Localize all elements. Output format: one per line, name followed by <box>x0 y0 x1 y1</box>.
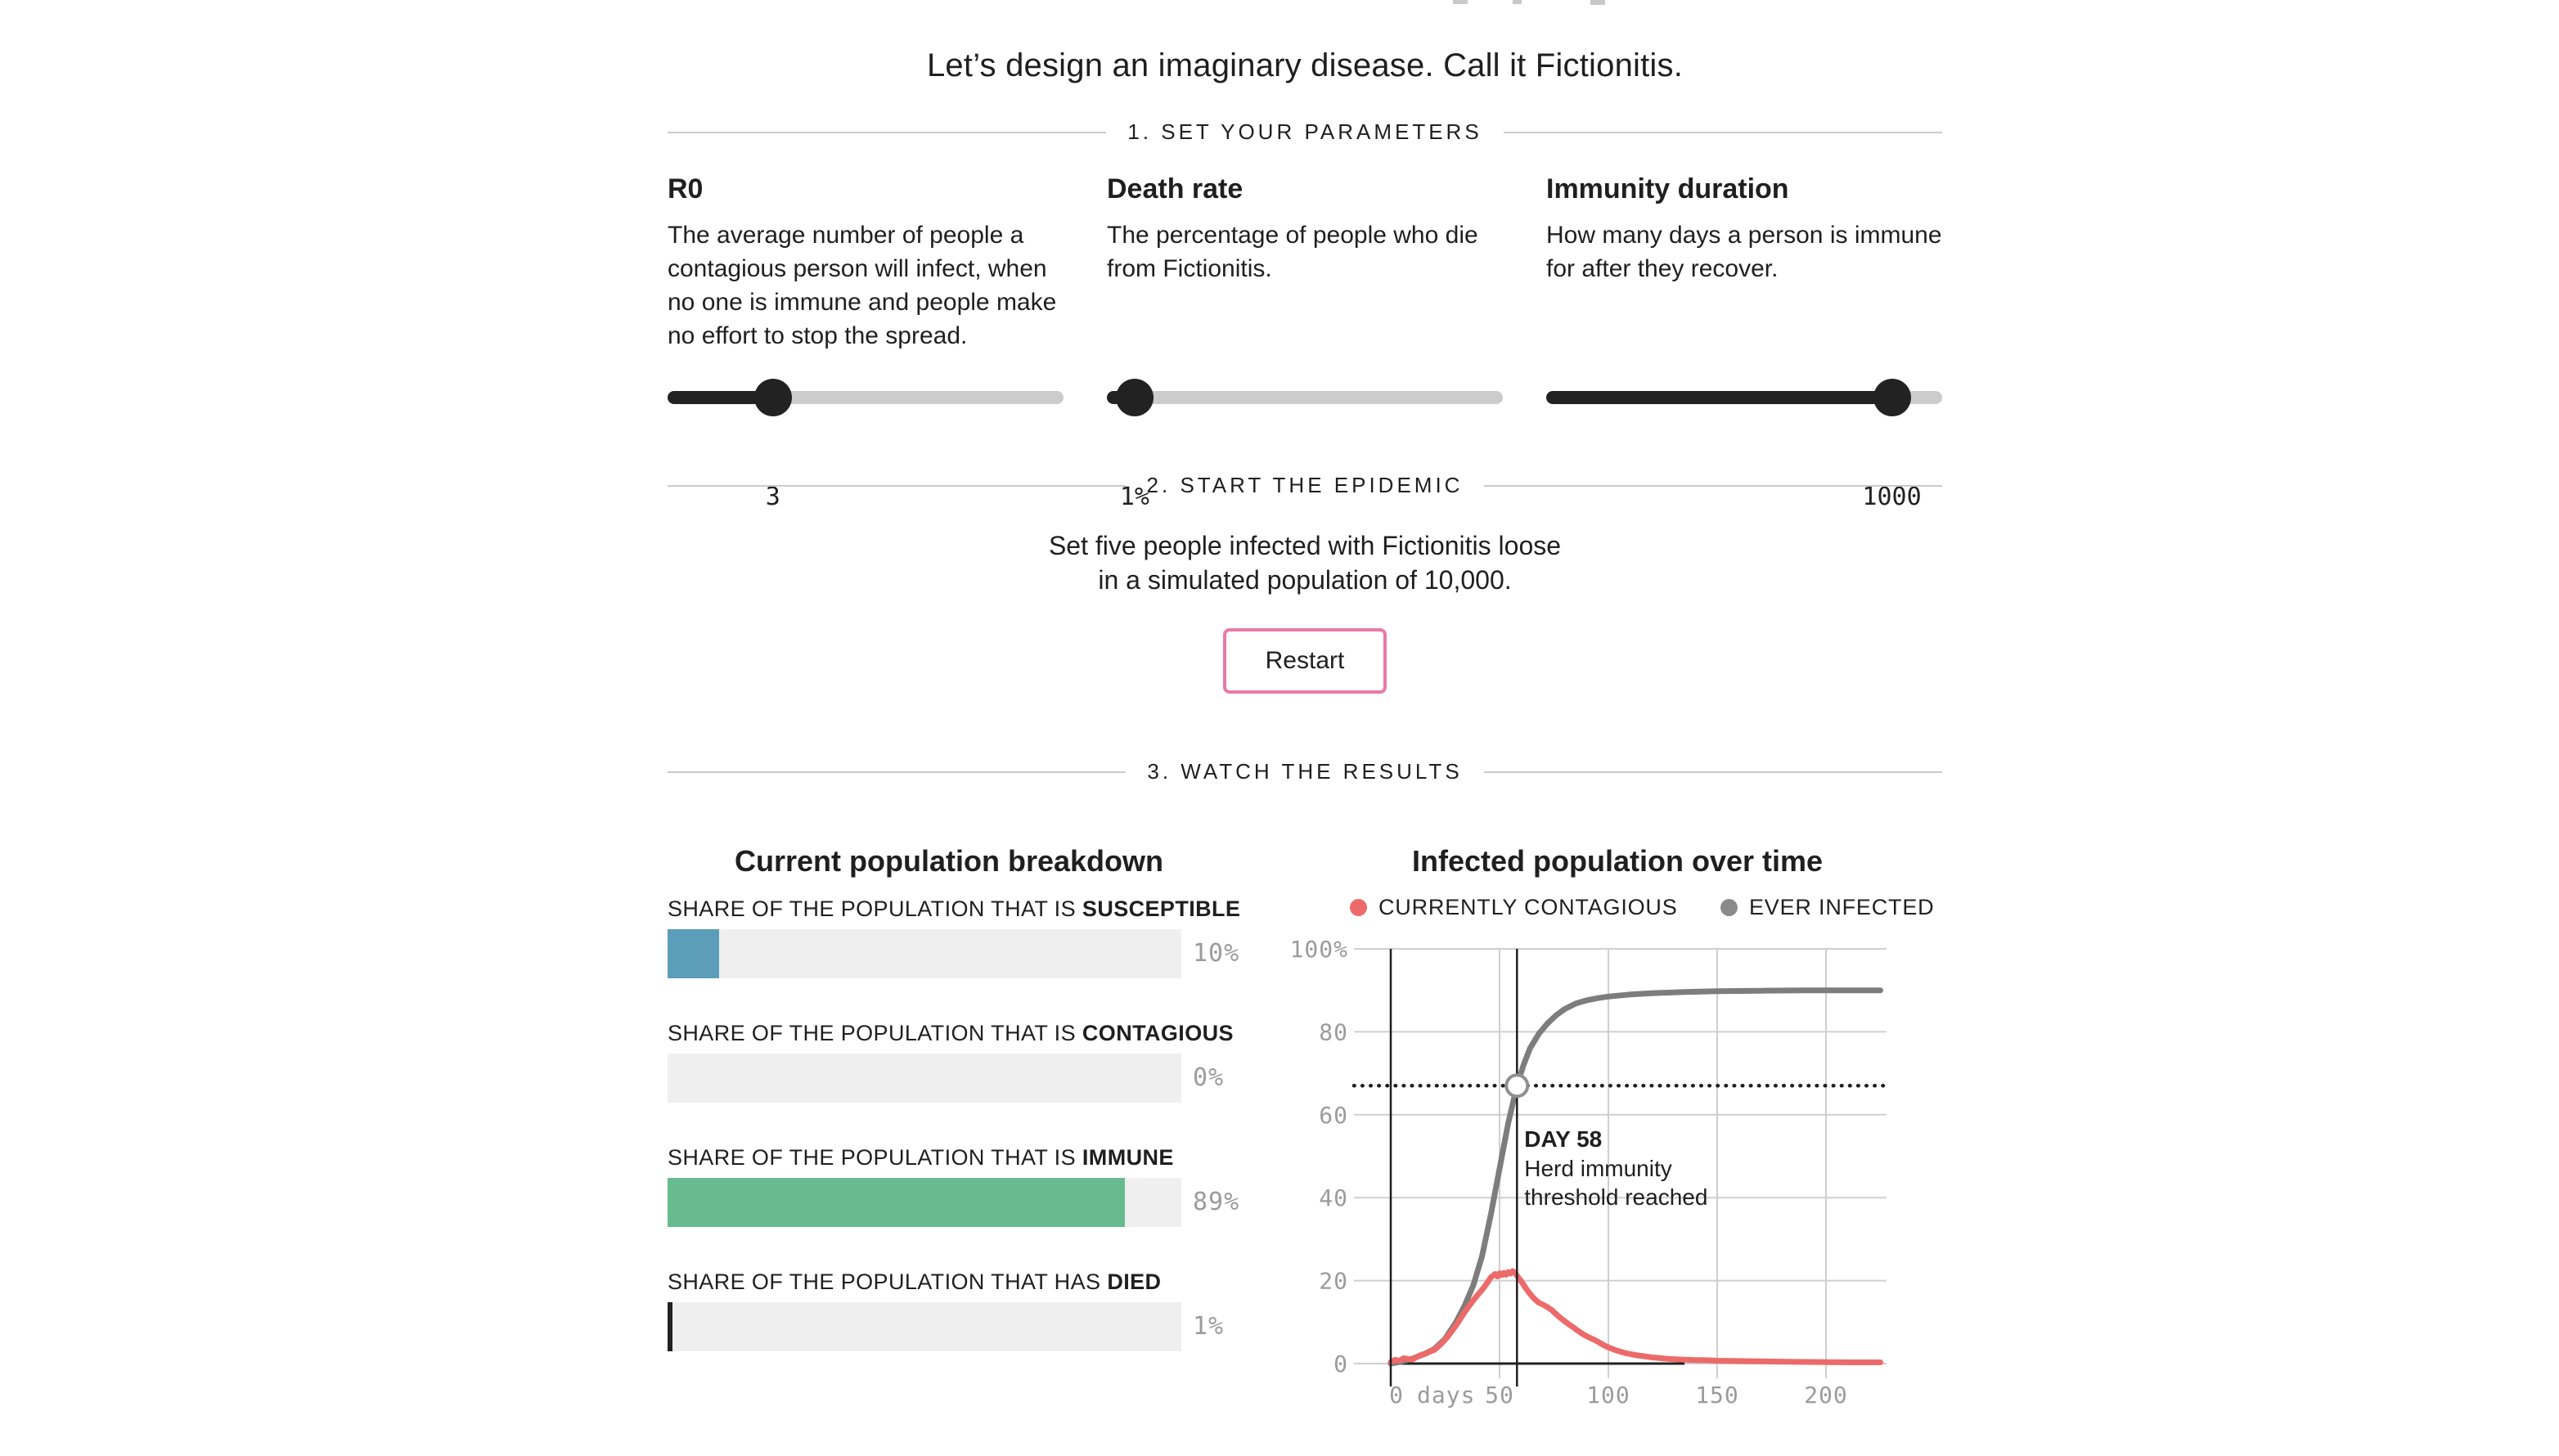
bar-label-keyword: IMMUNE <box>1082 1145 1174 1170</box>
divider-line <box>668 131 1107 133</box>
divider-line <box>1483 771 1943 773</box>
start-description-line2: in a simulated population of 10,000. <box>1098 565 1512 595</box>
legend-ever-infected: EVER INFECTED <box>1720 895 1934 920</box>
param-name: Death rate <box>1107 173 1244 204</box>
param-death-rate: Death rate The percentage of people who … <box>1107 173 1503 511</box>
svg-text:20: 20 <box>1319 1268 1348 1295</box>
start-description: Set five people infected with Fictioniti… <box>668 528 1942 597</box>
slider-value: 1000 <box>1862 483 1922 511</box>
contagious-bar-row: SHARE OF THE POPULATION THAT IS CONTAGIO… <box>668 1021 1234 1103</box>
bar-label: SHARE OF THE POPULATION THAT IS IMMUNE <box>668 1145 1230 1171</box>
bar-track <box>668 1302 1181 1351</box>
bar-value: 89% <box>1193 1188 1240 1216</box>
svg-text:0: 0 <box>1333 1350 1348 1377</box>
clipped-text-fragment <box>1590 0 1605 5</box>
divider-line <box>668 771 1127 773</box>
divider-line <box>1503 131 1942 133</box>
chart-curves <box>1387 987 1883 1367</box>
param-name: Immunity duration <box>1546 173 1789 204</box>
immunity-duration-slider[interactable]: 1000 <box>1546 379 1942 511</box>
svg-text:60: 60 <box>1319 1102 1348 1129</box>
svg-text:days: days <box>1417 1382 1475 1409</box>
legend-label: CURRENTLY CONTAGIOUS <box>1378 895 1678 919</box>
bar-value: 10% <box>1193 939 1240 968</box>
bar-track <box>668 929 1181 978</box>
section-heading-label: 1. SET YOUR PARAMETERS <box>1127 119 1482 144</box>
bar-fill <box>668 1302 673 1351</box>
start-description-line1: Set five people infected with Fictioniti… <box>1048 531 1562 560</box>
bar-label-prefix: SHARE OF THE POPULATION THAT IS <box>668 897 1082 921</box>
svg-text:150: 150 <box>1695 1382 1739 1409</box>
bar-value: 0% <box>1193 1063 1225 1092</box>
bar-label-prefix: SHARE OF THE POPULATION THAT IS <box>668 1021 1082 1045</box>
section-heading-parameters: 1. SET YOUR PARAMETERS <box>668 119 1942 145</box>
slider-value: 1% <box>1119 483 1149 511</box>
param-name: R0 <box>668 173 704 204</box>
section-heading-results: 3. WATCH THE RESULTS <box>668 759 1943 784</box>
infected-over-time-panel: Infected population over time CURRENTLY … <box>1293 826 1942 1456</box>
population-breakdown-panel: Current population breakdown SHARE OF TH… <box>668 826 1240 1399</box>
susceptible-bar-row: SHARE OF THE POPULATION THAT IS SUSCEPTI… <box>668 897 1240 978</box>
bar-track <box>668 1054 1181 1103</box>
param-immunity-duration: Immunity duration How many days a person… <box>1546 173 1942 511</box>
bar-label-prefix: SHARE OF THE POPULATION THAT HAS <box>668 1270 1108 1294</box>
infected-over-time-chart: 0 20 40 60 80 100% 0 50 100 150 200 days DAY 58 Her… <box>1293 936 1889 1409</box>
svg-text:100%: 100% <box>1293 936 1348 963</box>
main-content: Let’s design an imaginary disease. Call … <box>668 0 1943 1456</box>
param-description: How many days a person is immune for aft… <box>1546 222 1942 282</box>
bar-label-keyword: SUSCEPTIBLE <box>1082 897 1241 921</box>
slider-handle[interactable] <box>753 379 792 416</box>
red-dot-icon <box>1350 899 1367 916</box>
svg-text:200: 200 <box>1804 1382 1848 1409</box>
restart-button[interactable]: Restart <box>1223 628 1387 694</box>
param-r0: R0 The average number of people a contag… <box>668 173 1064 511</box>
herd-immunity-marker <box>1504 1073 1530 1099</box>
bar-label-keyword: CONTAGIOUS <box>1082 1021 1234 1045</box>
immune-bar-row: SHARE OF THE POPULATION THAT IS IMMUNE 8… <box>668 1145 1239 1227</box>
svg-text:50: 50 <box>1485 1382 1514 1409</box>
divider-line <box>1484 484 1942 487</box>
death-rate-slider[interactable]: 1% <box>1107 379 1503 511</box>
section-heading-start: 2. START THE EPIDEMIC <box>668 473 1942 498</box>
slider-handle[interactable] <box>1115 379 1154 416</box>
param-description: The average number of people a contagiou… <box>668 222 1057 349</box>
legend-currently-contagious: CURRENTLY CONTAGIOUS <box>1350 895 1678 920</box>
bar-label-prefix: SHARE OF THE POPULATION THAT IS <box>668 1145 1082 1170</box>
clipped-text-fragment <box>1513 0 1522 4</box>
svg-text:40: 40 <box>1319 1184 1348 1211</box>
parameters-grid: R0 The average number of people a contag… <box>668 173 1942 511</box>
slider-track[interactable] <box>1107 391 1503 404</box>
svg-text:0: 0 <box>1389 1382 1404 1409</box>
bar-fill <box>668 929 719 978</box>
bar-label: SHARE OF THE POPULATION THAT HAS DIED <box>668 1270 1230 1295</box>
slider-fill <box>668 391 773 404</box>
r0-slider[interactable]: 3 <box>668 379 1064 511</box>
svg-text:100: 100 <box>1586 1382 1630 1409</box>
svg-text:80: 80 <box>1319 1018 1348 1045</box>
slider-value: 3 <box>765 483 780 511</box>
bar-track <box>668 1178 1181 1227</box>
annotation-day: DAY 58 <box>1524 1126 1602 1152</box>
annotation-line2: threshold reached <box>1524 1184 1707 1210</box>
breakdown-title: Current population breakdown <box>734 844 1163 878</box>
clipped-text-fragment <box>1453 0 1468 4</box>
annotation-line1: Herd immunity <box>1524 1156 1671 1181</box>
slider-handle[interactable] <box>1873 379 1911 416</box>
legend-label: EVER INFECTED <box>1749 895 1935 919</box>
bar-label: SHARE OF THE POPULATION THAT IS CONTAGIO… <box>668 1021 1234 1046</box>
chart-title: Infected population over time <box>1411 844 1824 878</box>
bar-label-keyword: DIED <box>1107 1270 1162 1294</box>
died-bar-row: SHARE OF THE POPULATION THAT HAS DIED 1% <box>668 1270 1230 1351</box>
gray-dot-icon <box>1720 899 1738 916</box>
page-title: Let’s design an imaginary disease. Call … <box>926 47 1684 83</box>
bar-label: SHARE OF THE POPULATION THAT IS SUSCEPTI… <box>668 897 1240 922</box>
section-heading-label: 2. START THE EPIDEMIC <box>1146 473 1464 497</box>
section-heading-label: 3. WATCH THE RESULTS <box>1147 759 1463 784</box>
param-description: The percentage of people who die from Fi… <box>1107 222 1478 282</box>
chart-axis-labels: 0 20 40 60 80 100% 0 50 100 150 200 days <box>1293 936 1848 1409</box>
slider-fill <box>1546 391 1892 404</box>
bar-fill <box>668 1178 1125 1227</box>
bar-value: 1% <box>1193 1312 1225 1341</box>
divider-line <box>668 484 1126 487</box>
